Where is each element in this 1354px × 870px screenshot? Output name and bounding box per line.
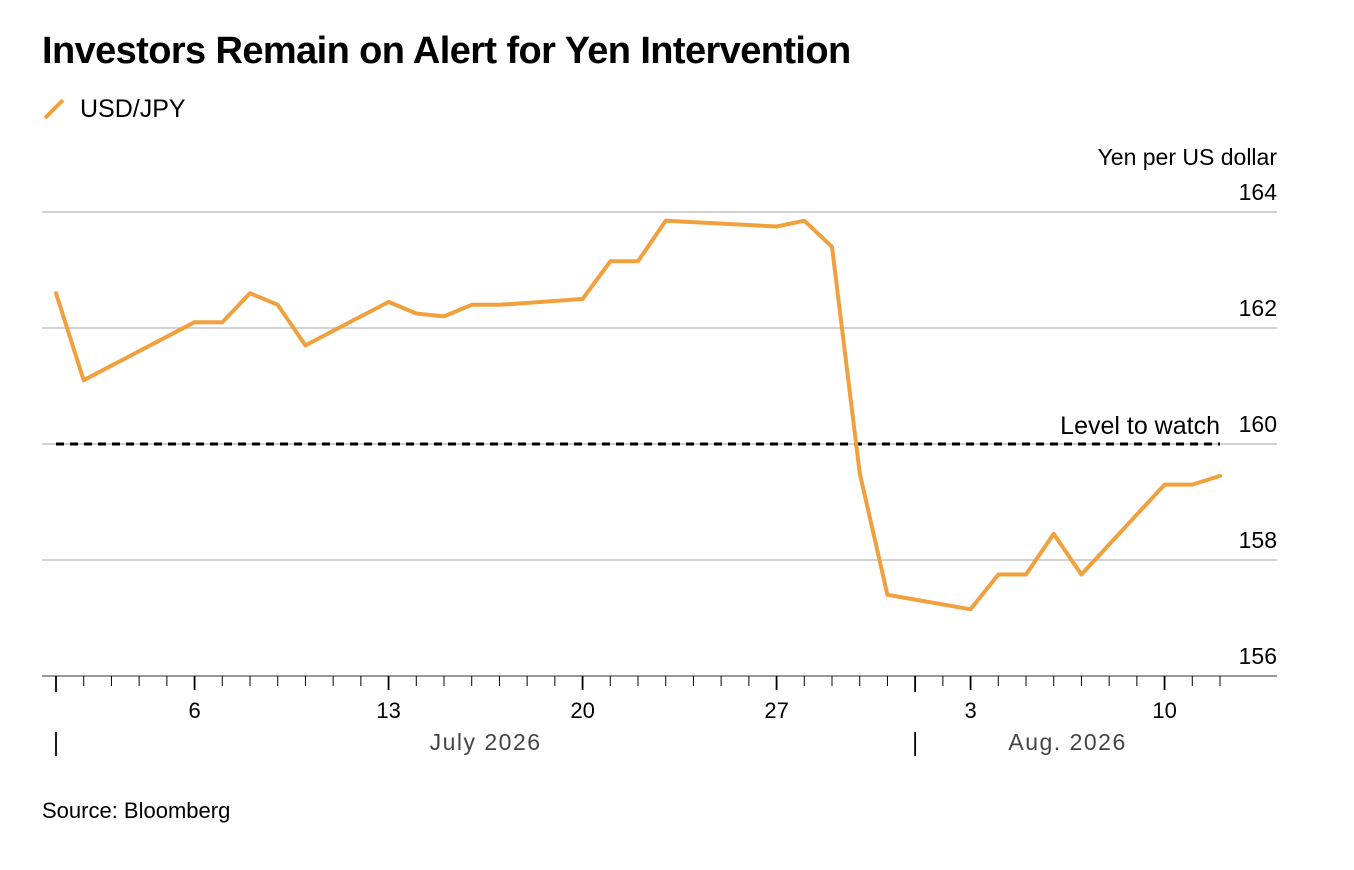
gridlines [42, 211, 1277, 561]
y-tick-label-164: 164 [1239, 179, 1278, 205]
series-line-0 [54, 218, 1222, 612]
x-tick-label-13: 13 [376, 698, 400, 723]
x-tick-label-20: 20 [570, 698, 594, 723]
y-tick-label-160: 160 [1239, 411, 1277, 437]
series [54, 218, 1222, 612]
x-tick-label-3: 3 [964, 698, 976, 723]
threshold: Level to watch [56, 412, 1220, 446]
source-note: Source: Bloomberg [42, 798, 231, 823]
month-label-1: Aug. 2026 [1008, 729, 1126, 755]
month-label-0: July 2026 [430, 729, 542, 755]
chart-title: Investors Remain on Alert for Yen Interv… [42, 30, 851, 72]
x-tick-label-6: 6 [188, 698, 200, 723]
y-tick-label-158: 158 [1239, 527, 1277, 553]
threshold-label: Level to watch [1060, 412, 1220, 440]
legend: USD/JPY [42, 92, 186, 126]
y-axis: 156 158 160 162 164 [1239, 179, 1278, 669]
x-tick-label-10: 10 [1152, 698, 1176, 723]
legend-label: USD/JPY [80, 94, 186, 123]
legend-swatch-icon [43, 98, 65, 120]
y-axis-label: Yen per US dollar [1098, 144, 1278, 170]
y-tick-label-162: 162 [1239, 295, 1277, 321]
x-axis: 6 13 20 27 3 10 July 2026 Aug. 2026 [42, 675, 1277, 756]
x-tick-label-27: 27 [764, 698, 788, 723]
y-tick-label-156: 156 [1239, 643, 1277, 669]
